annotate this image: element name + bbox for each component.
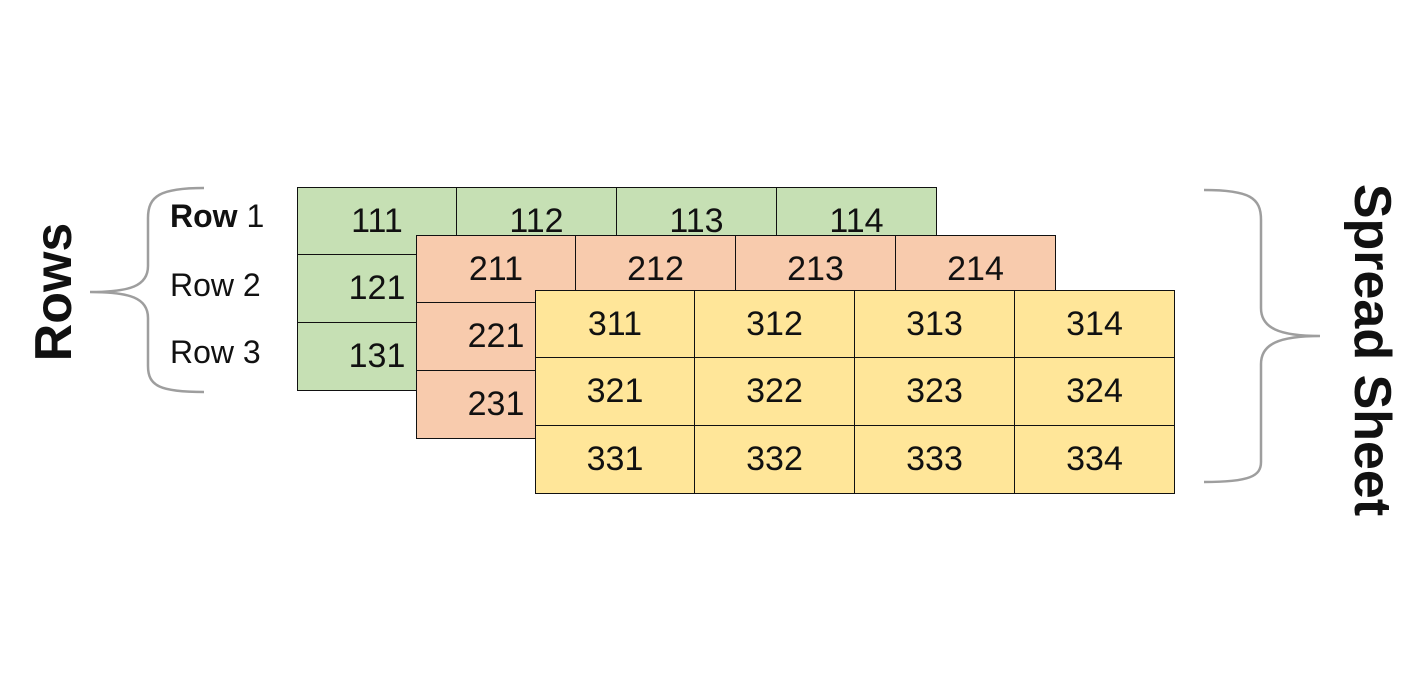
- sheet-cell: 214: [896, 235, 1056, 303]
- row-label-word: Row: [170, 334, 235, 370]
- row-label-3: Row 3: [170, 334, 261, 371]
- sheet-yellow: 311 312 313 314 321 322 323 324 331 332 333 334: [535, 290, 1175, 494]
- sheet-cell: 111: [297, 187, 457, 255]
- row-label-1: Row 1: [170, 198, 264, 235]
- spreadsheet-brace: [1203, 188, 1321, 484]
- spreadsheet-title: Spread Sheet: [1343, 183, 1401, 517]
- row-label-word: Row: [170, 198, 238, 234]
- row-label-number: 2: [242, 267, 261, 303]
- rows-brace: [89, 186, 205, 394]
- row-label-word: Row: [170, 267, 235, 303]
- sheet-cell: 312: [695, 290, 855, 358]
- sheet-cell: 334: [1015, 426, 1175, 494]
- sheet-cell: 331: [535, 426, 695, 494]
- sheet-cell: 113: [617, 187, 777, 255]
- row-label-number: 1: [246, 198, 265, 234]
- sheet-cell: 324: [1015, 358, 1175, 426]
- sheet-cell: 314: [1015, 290, 1175, 358]
- sheet-cell: 313: [855, 290, 1015, 358]
- sheet-cell: 323: [855, 358, 1015, 426]
- rows-title: Rows: [25, 222, 83, 362]
- sheet-cell: 333: [855, 426, 1015, 494]
- sheet-cell: 322: [695, 358, 855, 426]
- sheet-cell: 332: [695, 426, 855, 494]
- row-label-number: 3: [242, 334, 261, 370]
- sheet-cell: 221: [416, 303, 576, 371]
- row-label-2: Row 2: [170, 267, 261, 304]
- sheet-cell: 231: [416, 371, 576, 439]
- sheet-cell: 211: [416, 235, 576, 303]
- sheet-cell: 311: [535, 290, 695, 358]
- sheet-cell: 213: [736, 235, 896, 303]
- sheet-cell: 321: [535, 358, 695, 426]
